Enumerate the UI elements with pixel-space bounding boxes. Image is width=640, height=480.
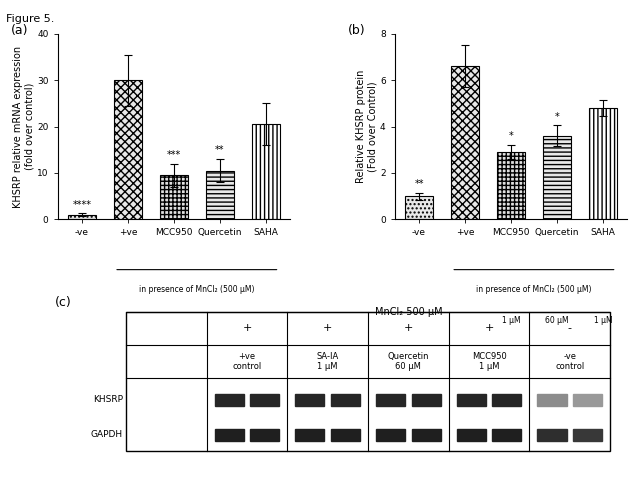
Bar bbox=[214, 429, 244, 441]
Text: *: * bbox=[509, 132, 513, 142]
Text: 1 μM: 1 μM bbox=[502, 316, 520, 325]
Bar bbox=[114, 80, 141, 219]
Bar bbox=[405, 196, 433, 219]
Bar bbox=[376, 429, 405, 441]
Text: 1 μM: 1 μM bbox=[593, 316, 612, 325]
Text: ***: *** bbox=[166, 150, 181, 160]
Text: +: + bbox=[243, 323, 252, 333]
Text: *: * bbox=[554, 112, 559, 121]
Bar bbox=[250, 394, 279, 406]
Text: Figure 5.: Figure 5. bbox=[6, 14, 55, 24]
Text: +: + bbox=[323, 323, 332, 333]
Text: MCC950
1 μM: MCC950 1 μM bbox=[472, 352, 506, 372]
Text: **: ** bbox=[414, 179, 424, 189]
Bar bbox=[252, 124, 280, 219]
Bar bbox=[497, 152, 525, 219]
Bar bbox=[412, 394, 441, 406]
Text: +: + bbox=[484, 323, 493, 333]
Text: -ve
control: -ve control bbox=[555, 352, 584, 372]
Text: (a): (a) bbox=[11, 24, 29, 37]
Bar bbox=[250, 429, 279, 441]
Text: GAPDH: GAPDH bbox=[91, 430, 123, 439]
Text: MnCl₂ 500 μM: MnCl₂ 500 μM bbox=[374, 307, 442, 316]
Text: (c): (c) bbox=[55, 296, 72, 309]
Bar bbox=[331, 429, 360, 441]
Text: KHSRP: KHSRP bbox=[93, 395, 123, 404]
Bar bbox=[331, 394, 360, 406]
Bar bbox=[68, 215, 96, 219]
Bar bbox=[543, 136, 571, 219]
Bar bbox=[376, 394, 405, 406]
Text: ****: **** bbox=[72, 200, 92, 210]
Text: 60 μM: 60 μM bbox=[545, 316, 569, 325]
Y-axis label: Relative KHSRP protein
(Fold over Control): Relative KHSRP protein (Fold over Contro… bbox=[356, 70, 377, 183]
Text: Quercetin
60 μM: Quercetin 60 μM bbox=[388, 352, 429, 372]
Text: -: - bbox=[568, 323, 572, 333]
Bar bbox=[457, 429, 486, 441]
Y-axis label: KHSRP relative mRNA expression
(fold over control): KHSRP relative mRNA expression (fold ove… bbox=[13, 46, 35, 207]
Bar bbox=[206, 171, 234, 219]
Text: **: ** bbox=[215, 145, 225, 156]
Bar bbox=[538, 429, 566, 441]
Text: SA-IA
1 μM: SA-IA 1 μM bbox=[317, 352, 339, 372]
Bar bbox=[589, 108, 616, 219]
Bar bbox=[451, 66, 479, 219]
Bar bbox=[412, 429, 441, 441]
Bar bbox=[160, 175, 188, 219]
Bar bbox=[492, 429, 522, 441]
Bar bbox=[573, 394, 602, 406]
Bar bbox=[296, 394, 324, 406]
Bar bbox=[214, 394, 244, 406]
Text: (b): (b) bbox=[348, 24, 366, 37]
Bar bbox=[573, 429, 602, 441]
Bar bbox=[457, 394, 486, 406]
Text: in presence of MnCl₂ (500 μM): in presence of MnCl₂ (500 μM) bbox=[139, 285, 255, 293]
Bar bbox=[538, 394, 566, 406]
Text: +: + bbox=[404, 323, 413, 333]
Bar bbox=[492, 394, 522, 406]
Text: +ve
control: +ve control bbox=[232, 352, 262, 372]
Text: in presence of MnCl₂ (500 μM): in presence of MnCl₂ (500 μM) bbox=[476, 285, 591, 293]
Bar bbox=[296, 429, 324, 441]
